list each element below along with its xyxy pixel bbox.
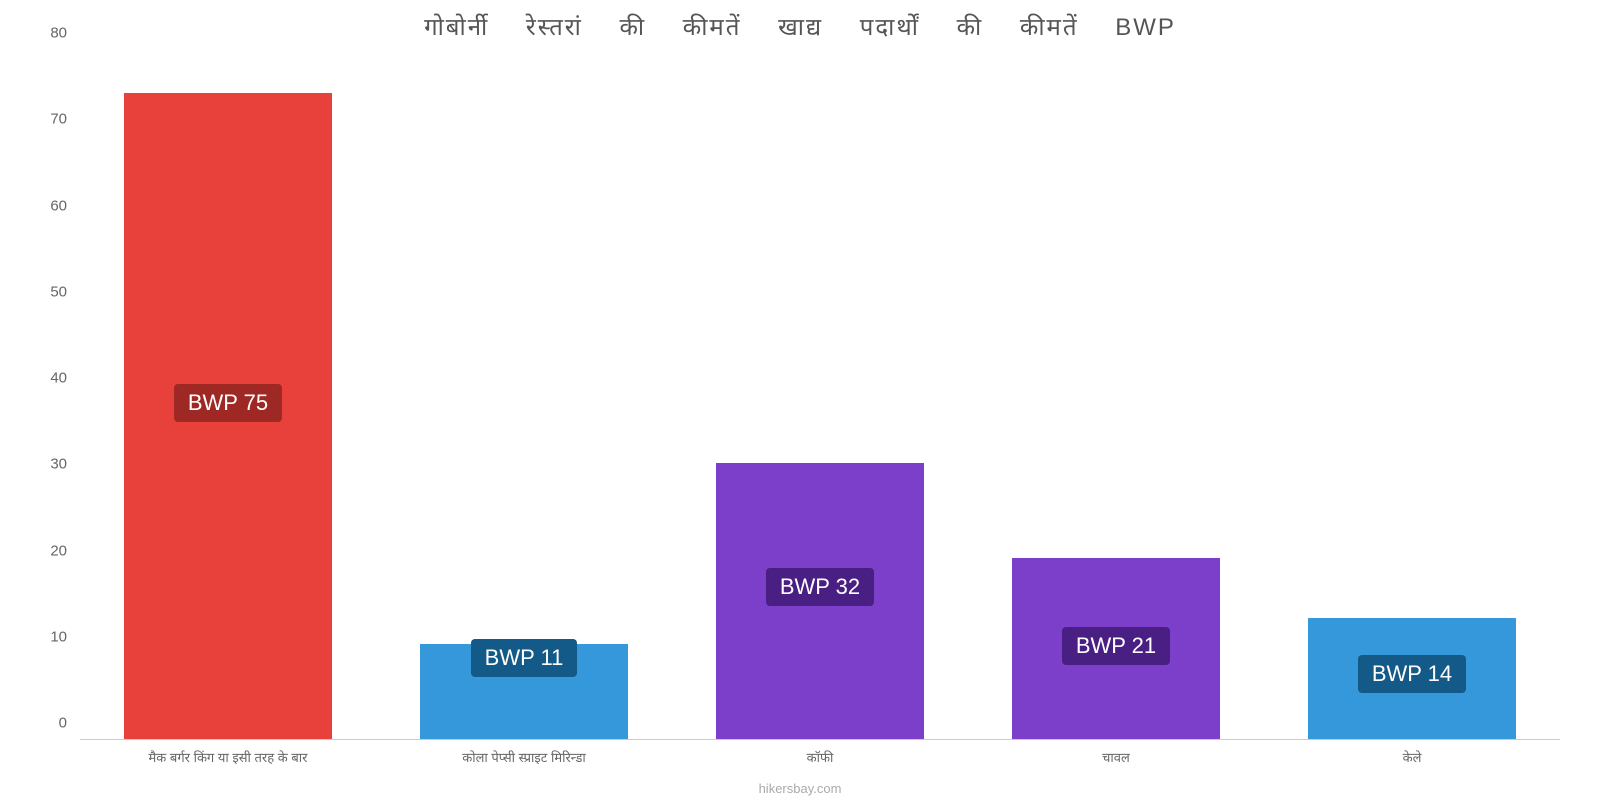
bar-0: BWP 75 bbox=[124, 93, 331, 739]
y-tick-6: 60 bbox=[50, 197, 67, 214]
bar-2: BWP 32 bbox=[716, 463, 923, 739]
y-tick-2: 20 bbox=[50, 542, 67, 559]
chart-container: गोबोर्नी रेस्तरां की कीमतें खाद्य पदार्थ… bbox=[40, 0, 1560, 800]
x-label-4: केले bbox=[1264, 742, 1560, 772]
bar-value-label-1: BWP 11 bbox=[471, 639, 578, 677]
bar-1: BWP 11 bbox=[420, 644, 627, 739]
x-axis: मैक बर्गर किंग या इसी तरह के बार कोला पे… bbox=[80, 742, 1560, 772]
bar-group-4: BWP 14 bbox=[1264, 50, 1560, 739]
y-tick-8: 80 bbox=[50, 25, 67, 42]
bar-group-0: BWP 75 bbox=[80, 50, 376, 739]
y-tick-3: 30 bbox=[50, 456, 67, 473]
bar-group-1: BWP 11 bbox=[376, 50, 672, 739]
y-tick-5: 50 bbox=[50, 283, 67, 300]
bar-value-label-2: BWP 32 bbox=[766, 568, 874, 606]
bar-group-2: BWP 32 bbox=[672, 50, 968, 739]
bar-value-label-4: BWP 14 bbox=[1358, 655, 1466, 693]
bar-value-label-3: BWP 21 bbox=[1062, 627, 1170, 665]
y-tick-0: 0 bbox=[59, 715, 67, 732]
chart-title: गोबोर्नी रेस्तरां की कीमतें खाद्य पदार्थ… bbox=[40, 0, 1560, 48]
bar-value-label-0: BWP 75 bbox=[174, 384, 282, 422]
bar-group-3: BWP 21 bbox=[968, 50, 1264, 739]
bar-3: BWP 21 bbox=[1012, 558, 1219, 739]
x-label-3: चावल bbox=[968, 742, 1264, 772]
bar-4: BWP 14 bbox=[1308, 618, 1515, 739]
y-axis: 0 10 20 30 40 50 60 70 80 bbox=[40, 50, 75, 740]
plot-area: BWP 75 BWP 11 BWP 32 BWP 21 bbox=[80, 50, 1560, 740]
watermark: hikersbay.com bbox=[759, 781, 842, 796]
bars-area: BWP 75 BWP 11 BWP 32 BWP 21 bbox=[80, 50, 1560, 739]
y-tick-4: 40 bbox=[50, 370, 67, 387]
y-tick-1: 10 bbox=[50, 628, 67, 645]
x-label-0: मैक बर्गर किंग या इसी तरह के बार bbox=[80, 742, 376, 772]
x-label-2: कॉफी bbox=[672, 742, 968, 772]
x-label-1: कोला पेप्सी स्प्राइट मिरिन्डा bbox=[376, 742, 672, 772]
y-tick-7: 70 bbox=[50, 111, 67, 128]
